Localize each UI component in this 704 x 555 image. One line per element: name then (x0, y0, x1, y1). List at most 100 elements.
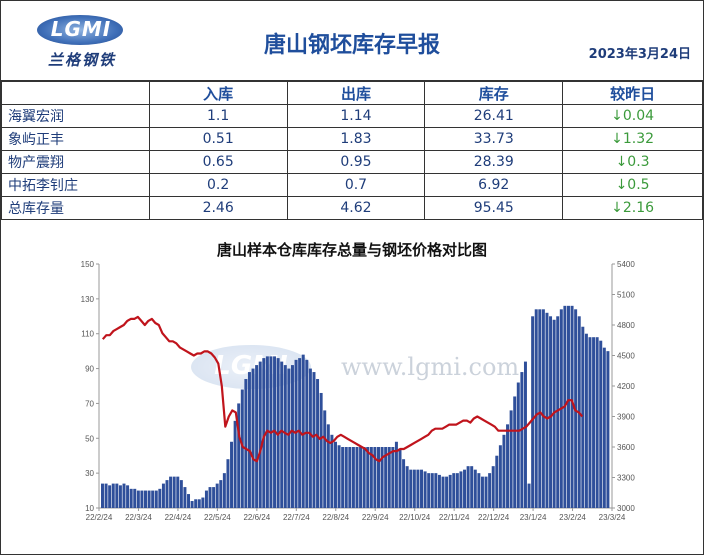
stock-value: 6.92 (424, 173, 564, 197)
stock-value: 28.39 (424, 150, 564, 174)
inventory-bar (355, 447, 359, 508)
inventory-bar (222, 473, 226, 508)
inventory-bar (466, 466, 470, 508)
change-value: ↓0.3 (562, 150, 703, 174)
inventory-bar (115, 483, 119, 508)
inventory-bar (369, 447, 373, 508)
right-tick-label: 5100 (617, 291, 635, 300)
column-header: 较昨日 (562, 81, 703, 105)
out-value: 1.14 (286, 104, 426, 128)
in-value: 0.51 (148, 127, 288, 151)
inventory-bar (484, 476, 488, 508)
x-tick-label: 22/4/24 (165, 513, 192, 522)
in-value: 2.46 (148, 196, 288, 220)
inventory-bar (247, 372, 251, 508)
inventory-bar (473, 469, 477, 508)
report-title: 唐山钢坯库存早报 (263, 33, 440, 58)
inventory-bar (445, 476, 449, 508)
x-tick-label: 22/11/24 (439, 513, 470, 522)
x-tick-label: 22/8/24 (322, 513, 349, 522)
watermark-url: www.lgmi.com (341, 353, 520, 381)
inventory-bar (290, 365, 294, 508)
inventory-bar (527, 483, 531, 508)
warehouse-name: 海翼宏润 (1, 104, 150, 128)
inventory-bar (437, 474, 441, 508)
inventory-bar (556, 316, 560, 508)
inventory-bar (212, 487, 216, 508)
chart-area: LGMI www.lgmi.com 10 30 50 70 90 110 130 150 300… (1, 219, 703, 554)
inventory-table: 入库 出库 库存 较昨日 海翼宏润 1.1 1.14 26.41 ↓0.04 象屿正丰 0.… (1, 81, 703, 220)
logo-globe-icon (37, 15, 123, 45)
inventory-bar (190, 501, 194, 508)
inventory-bar (122, 483, 126, 508)
table-row: 中拓李钊庄 0.2 0.7 6.92 ↓0.5 (1, 173, 703, 197)
inventory-bar (111, 483, 115, 508)
right-tick-label: 3600 (617, 443, 635, 452)
inventory-bar (470, 466, 474, 508)
inventory-bar (455, 473, 459, 508)
right-tick-label: 4500 (617, 352, 635, 361)
inventory-bar (169, 476, 173, 508)
inventory-bar (187, 494, 191, 508)
inventory-bar (606, 351, 610, 508)
inventory-bar (516, 382, 520, 508)
inventory-bar (219, 480, 223, 508)
x-tick-label: 22/12/24 (478, 513, 510, 522)
x-tick-label: 23/1/24 (520, 513, 547, 522)
inventory-bar (463, 469, 467, 508)
inventory-bar (491, 466, 495, 508)
inventory-bar (373, 447, 377, 508)
warehouse-name: 物产震翔 (1, 150, 150, 174)
inventory-bar (104, 483, 108, 508)
inventory-bar (452, 473, 456, 508)
inventory-bar (287, 368, 291, 508)
inventory-bar (416, 469, 420, 508)
inventory-bar (523, 361, 527, 508)
inventory-bar (351, 447, 355, 508)
inventory-bar (312, 372, 316, 508)
inventory-bar (534, 309, 538, 508)
inventory-bar (101, 483, 104, 508)
inventory-bar (448, 474, 452, 508)
inventory-bar (230, 441, 234, 508)
inventory-bar (197, 499, 201, 508)
inventory-bar (366, 447, 370, 508)
inventory-bar (387, 447, 391, 508)
inventory-bar (531, 316, 535, 508)
inventory-bar (581, 326, 585, 508)
inventory-bar (326, 424, 330, 508)
x-tick-label: 22/6/24 (243, 513, 270, 522)
inventory-bar (183, 487, 187, 508)
inventory-bar (380, 447, 384, 508)
inventory-bar (240, 389, 244, 508)
inventory-bar (305, 359, 309, 508)
inventory-bar (283, 365, 287, 508)
logo-text: LGMI (50, 17, 112, 41)
inventory-bar (502, 434, 506, 508)
out-value: 0.7 (286, 173, 426, 197)
inventory-bar (165, 480, 169, 508)
inventory-bar (323, 410, 327, 508)
inventory-bar (409, 469, 413, 508)
inventory-bar (337, 445, 341, 508)
right-tick-label: 3300 (617, 474, 635, 483)
inventory-bar (201, 497, 205, 508)
inventory-bar (208, 487, 212, 508)
column-header: 入库 (148, 81, 288, 105)
inventory-bar (161, 483, 165, 508)
inventory-bar (176, 476, 180, 508)
column-header (1, 81, 150, 105)
inventory-bar (566, 305, 570, 508)
report-date: 2023年3月24日 (588, 47, 691, 62)
left-tick-label: 110 (81, 330, 94, 339)
inventory-bar (495, 455, 499, 508)
inventory-bar (359, 447, 363, 508)
table-row: 物产震翔 0.65 0.95 28.39 ↓0.3 (1, 150, 703, 174)
inventory-bar (154, 490, 158, 508)
left-tick-label: 150 (81, 260, 95, 269)
inventory-price-chart: 10 30 50 70 90 110 130 150 3000 3300 3600 3900 4200 4… (81, 260, 636, 522)
table-row: 象屿正丰 0.51 1.83 33.73 ↓1.32 (1, 127, 703, 151)
inventory-bar (592, 337, 596, 508)
inventory-bar (244, 379, 248, 508)
